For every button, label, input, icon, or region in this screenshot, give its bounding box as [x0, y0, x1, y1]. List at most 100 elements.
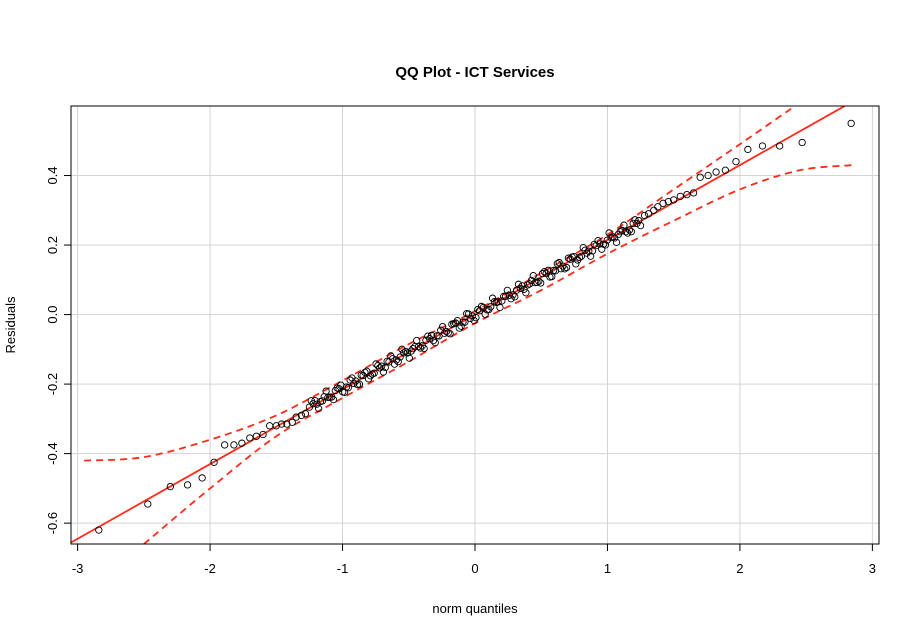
data-point: [659, 199, 667, 207]
data-point: [518, 282, 526, 290]
x-tick-label: 1: [604, 561, 611, 576]
data-point: [732, 157, 740, 166]
data-point: [683, 190, 691, 199]
data-point: [394, 357, 402, 366]
data-point: [457, 322, 465, 330]
data-point: [596, 240, 604, 248]
data-point: [438, 322, 447, 331]
data-point: [601, 241, 610, 249]
data-point: [361, 368, 369, 377]
data-point: [429, 337, 438, 345]
y-tick-label: 0.2: [45, 236, 60, 254]
data-point: [566, 255, 574, 263]
data-point: [704, 171, 712, 180]
x-tick-label: -1: [337, 561, 349, 576]
data-point: [340, 388, 349, 397]
data-point: [427, 331, 436, 339]
data-point: [95, 526, 103, 534]
data-point: [376, 364, 384, 372]
data-point: [620, 221, 628, 229]
data-point: [670, 196, 678, 204]
data-point: [572, 260, 580, 268]
data-point: [520, 285, 528, 293]
data-point: [535, 277, 543, 285]
data-point: [562, 263, 571, 272]
data-point: [331, 386, 339, 395]
x-axis: -3 -2 -1 0 1 2 3: [72, 544, 876, 576]
data-point: [712, 168, 720, 176]
data-point: [311, 396, 319, 405]
data-point: [422, 336, 430, 344]
data-point: [318, 397, 327, 405]
data-point: [524, 281, 532, 289]
data-point: [496, 303, 504, 312]
data-point: [522, 289, 530, 297]
data-point: [603, 236, 611, 244]
y-tick-label: -0.2: [45, 373, 60, 395]
data-point: [238, 439, 246, 447]
data-point: [592, 241, 600, 250]
data-point: [533, 278, 541, 286]
data-point: [540, 268, 549, 276]
data-point: [292, 413, 300, 421]
data-point: [363, 367, 371, 375]
data-point: [288, 418, 296, 426]
data-point: [588, 247, 597, 255]
data-point: [689, 189, 698, 197]
data-point: [401, 347, 410, 356]
data-point: [477, 302, 486, 311]
data-point: [625, 226, 634, 234]
data-point: [461, 318, 469, 326]
confidence-band-lower: [143, 164, 853, 544]
confidence-band-upper: [84, 106, 797, 462]
data-point: [514, 280, 523, 288]
y-axis-label: Residuals: [3, 296, 18, 354]
grid-lines: [71, 106, 879, 544]
data-point: [721, 166, 729, 174]
data-point: [631, 216, 639, 224]
data-point: [622, 228, 630, 236]
data-point: [355, 380, 364, 388]
data-point: [446, 330, 454, 338]
data-point: [183, 481, 192, 489]
data-point: [246, 434, 254, 442]
chart-title: QQ Plot - ICT Services: [395, 64, 554, 81]
data-point: [776, 142, 784, 150]
data-point: [266, 422, 274, 430]
x-tick-label: -3: [72, 561, 84, 576]
data-point: [230, 441, 238, 449]
data-point: [516, 284, 524, 292]
data-point: [379, 368, 388, 376]
data-point: [398, 345, 406, 353]
data-point: [758, 142, 767, 150]
data-point: [313, 400, 321, 408]
data-point: [511, 293, 519, 301]
data-point: [585, 247, 593, 255]
y-tick-label: 0.4: [45, 166, 60, 184]
data-point: [544, 266, 552, 275]
x-tick-label: 2: [736, 561, 743, 576]
data-point: [575, 253, 584, 262]
data-point: [529, 272, 537, 280]
data-point: [259, 430, 267, 439]
data-point: [598, 245, 606, 253]
data-point: [374, 362, 382, 370]
data-point: [505, 291, 513, 299]
data-point: [440, 329, 449, 337]
data-point: [605, 229, 613, 237]
data-point: [664, 197, 673, 206]
data-point: [403, 349, 412, 357]
data-point: [329, 395, 338, 404]
data-point: [252, 432, 261, 440]
data-point: [370, 369, 378, 377]
y-tick-label: 0.0: [45, 306, 60, 324]
data-point: [420, 344, 428, 353]
data-point: [564, 254, 573, 262]
data-point: [507, 295, 515, 303]
data-point: [472, 313, 480, 322]
y-tick-label: -0.6: [45, 512, 60, 534]
data-point: [847, 119, 855, 128]
data-point: [390, 360, 399, 368]
data-point: [744, 145, 752, 154]
